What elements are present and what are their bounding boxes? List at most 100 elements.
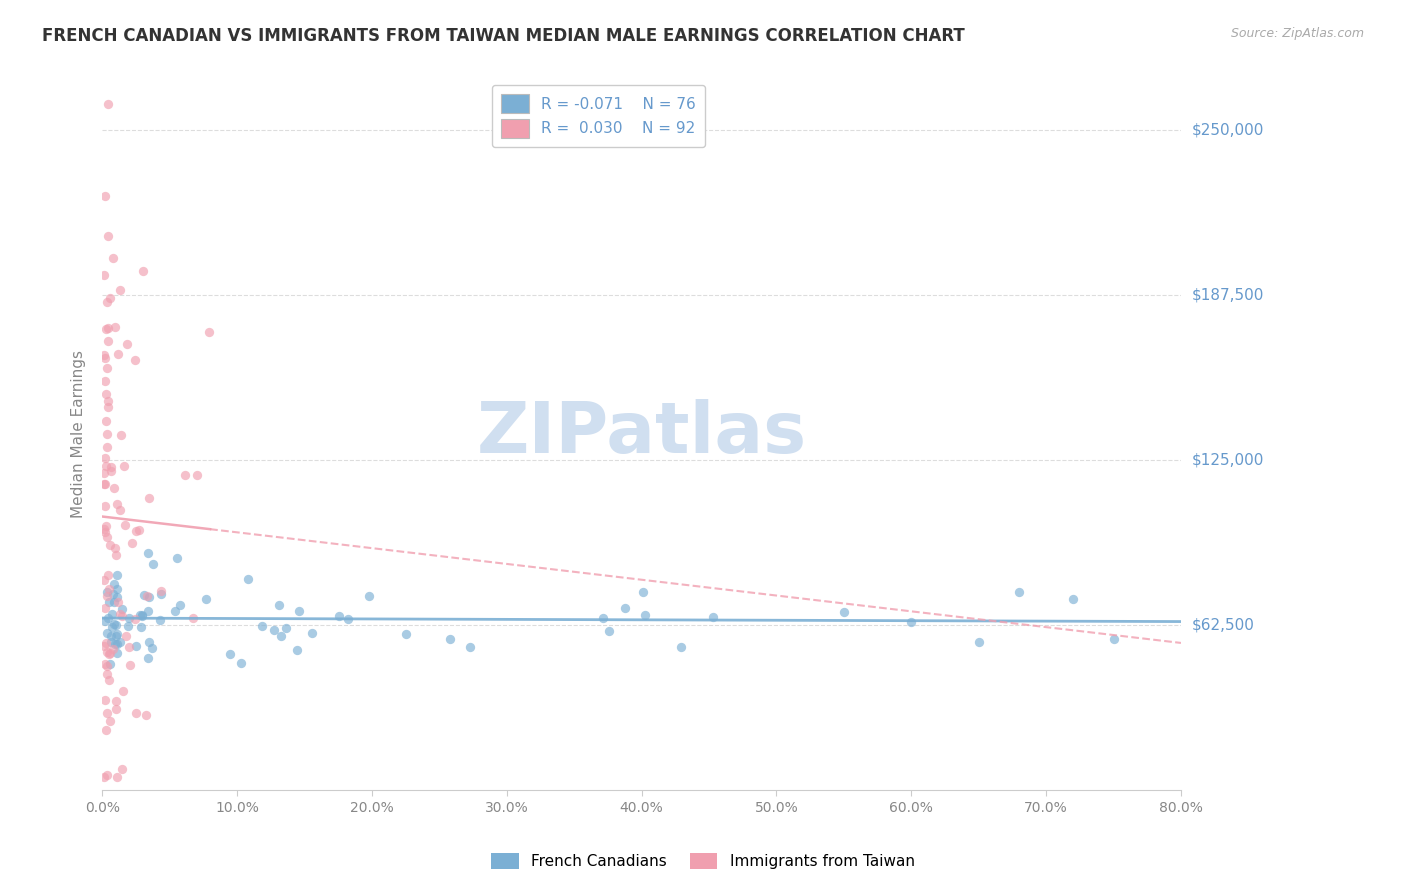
Point [110,503,132,517]
Point [98,714,121,728]
Point [94,636,117,650]
Point [105,770,128,784]
Point [98,291,121,305]
Point [98,646,121,660]
Point [100,460,122,475]
Point [103,481,125,495]
Point [219,647,242,661]
Point [107,646,129,660]
Point [93,374,115,388]
Point [97,228,120,243]
Point [93,600,115,615]
Point [97,334,120,349]
Point [598,624,620,638]
Point [105,582,128,596]
Point [394,627,416,641]
Point [97,610,120,624]
Point [236,572,259,586]
Point [136,604,159,618]
Point [98,538,121,552]
Point [96,518,118,533]
Point [96,589,118,603]
Point [100,635,122,649]
Point [93,692,115,706]
Legend: French Canadians, Immigrants from Taiwan: French Canadians, Immigrants from Taiwan [485,847,921,875]
Point [93,450,115,465]
Text: $125,000: $125,000 [1192,452,1264,467]
Point [104,637,127,651]
Point [129,608,152,623]
Point [136,651,159,665]
Point [105,590,128,604]
Point [186,467,208,482]
Point [93,614,115,628]
Point [96,426,118,441]
Point [98,657,121,671]
Point [93,639,115,653]
Point [100,464,122,478]
Point [96,706,118,720]
Point [93,268,115,283]
Point [112,458,135,473]
Text: FRENCH CANADIAN VS IMMIGRANTS FROM TAIWAN MEDIAN MALE EARNINGS CORRELATION CHART: FRENCH CANADIAN VS IMMIGRANTS FROM TAIWA… [42,27,965,45]
Point [96,294,118,309]
Point [149,613,172,627]
Point [125,706,148,720]
Point [613,601,636,615]
Y-axis label: Median Male Earnings: Median Male Earnings [72,350,86,517]
Point [1102,632,1125,647]
Point [100,607,122,622]
Point [108,634,131,648]
Point [110,428,132,442]
Point [94,322,117,336]
Point [138,635,160,649]
Point [105,627,128,641]
Point [96,626,118,640]
Point [124,612,146,626]
Point [1008,585,1031,599]
Point [104,541,127,555]
Point [94,387,117,401]
Point [198,325,221,339]
Point [111,602,134,616]
Point [108,283,131,297]
Point [103,616,125,631]
Point [1062,592,1084,607]
Point [104,320,127,334]
Point [136,545,159,559]
Point [98,582,121,596]
Point [229,656,252,670]
Point [97,394,120,409]
Point [101,620,124,634]
Text: Source: ZipAtlas.com: Source: ZipAtlas.com [1230,27,1364,40]
Point [96,645,118,659]
Point [142,558,165,572]
Point [301,626,323,640]
Point [174,468,197,483]
Point [270,629,292,643]
Point [103,576,125,591]
Point [96,440,118,454]
Point [166,550,188,565]
Point [105,567,128,582]
Point [135,589,157,603]
Text: $187,500: $187,500 [1192,288,1264,302]
Point [105,497,128,511]
Point [94,657,117,672]
Point [97,673,120,687]
Point [97,321,120,335]
Point [112,683,135,698]
Point [96,459,118,474]
Text: $250,000: $250,000 [1192,123,1264,137]
Point [118,611,141,625]
Point [460,640,482,654]
Point [118,640,141,654]
Point [124,352,146,367]
Point [131,620,153,634]
Legend: R = -0.071    N = 76, R =  0.030    N = 92: R = -0.071 N = 76, R = 0.030 N = 92 [492,85,704,147]
Point [96,531,118,545]
Point [269,598,291,612]
Point [900,615,922,630]
Point [103,251,125,265]
Point [131,608,153,623]
